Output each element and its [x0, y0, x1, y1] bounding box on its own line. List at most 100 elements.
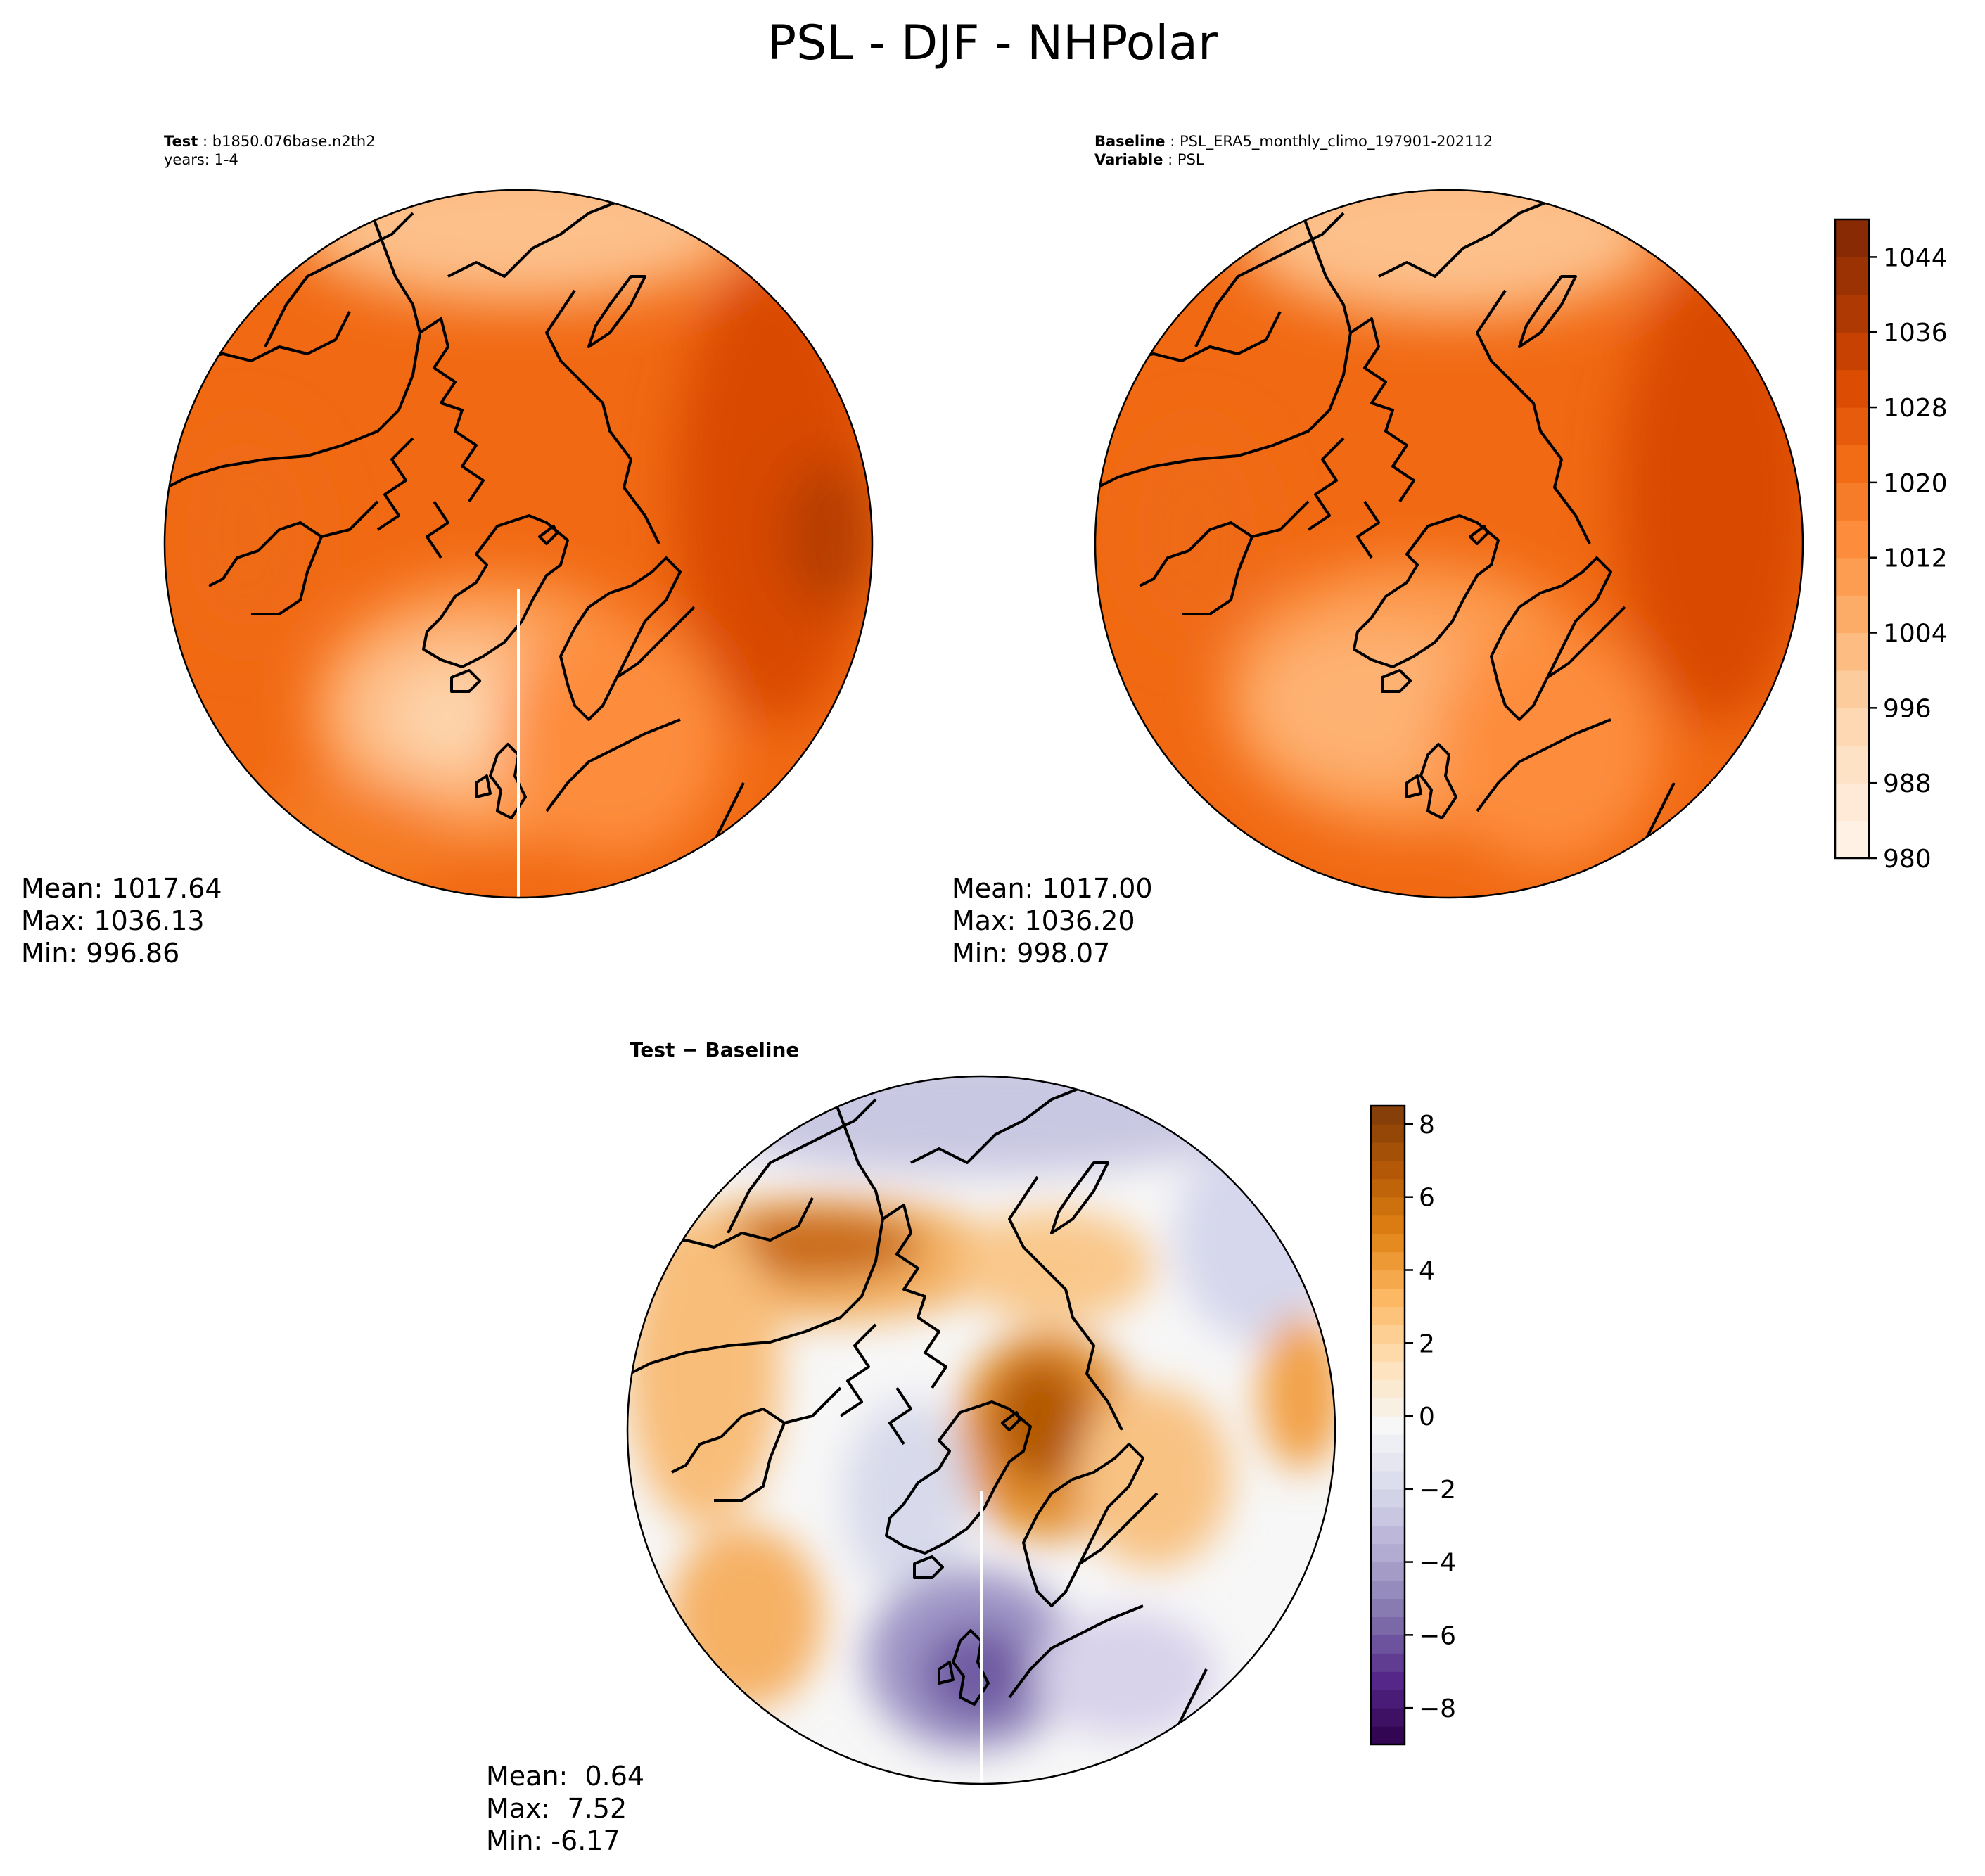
colorbar-band [1835, 745, 1869, 784]
colorbar-band [1371, 1470, 1405, 1490]
colorbar-band [1835, 820, 1869, 859]
diff-stats: Mean: 0.64 Max: 7.52 Min: -6.17 [486, 1760, 644, 1857]
colorbar-band [1371, 1525, 1405, 1545]
colorbar-band [1371, 1160, 1405, 1180]
diff-title: Test − Baseline [630, 1038, 800, 1061]
colorbar-band [1371, 1306, 1405, 1325]
test-max: Max: 1036.13 [21, 905, 205, 936]
colorbar-band [1371, 1123, 1405, 1143]
colorbar-band [1371, 1398, 1405, 1417]
colorbar-band [1371, 1379, 1405, 1398]
colorbar-band [1371, 1452, 1405, 1472]
psl-colorbar: 980 988 996 1004 1012 1020 1028 1036 1044 [1834, 218, 1948, 874]
colorbar-band [1371, 1488, 1405, 1508]
colorbar-band [1371, 1543, 1405, 1563]
diff-map [626, 1075, 1336, 1785]
colorbar-band [1371, 1251, 1405, 1271]
colorbar-band [1371, 1233, 1405, 1253]
colorbar-band [1371, 1434, 1405, 1453]
baseline-map [1094, 189, 1804, 899]
colorbar-band [1835, 445, 1869, 483]
colorbar-tick-label: 1044 [1883, 243, 1948, 272]
colorbar-tick-label: 0 [1419, 1403, 1435, 1431]
colorbar-band [1371, 1562, 1405, 1581]
colorbar-band [1371, 1215, 1405, 1234]
colorbar-tick-label: −2 [1419, 1476, 1456, 1505]
figure-title: PSL - DJF - NHPolar [767, 15, 1218, 71]
colorbar-band [1835, 407, 1869, 446]
test-case-line: Test : b1850.076base.n2th2 [164, 133, 376, 150]
diff-mean: Mean: 0.64 [486, 1761, 645, 1792]
colorbar-band [1371, 1343, 1405, 1362]
colorbar-band [1371, 1361, 1405, 1380]
colorbar-band [1835, 632, 1869, 671]
colorbar-band [1835, 670, 1869, 708]
test-years-line: years: 1-4 [164, 151, 238, 168]
colorbar-band [1371, 1671, 1405, 1690]
colorbar-band [1371, 1288, 1405, 1307]
diff-map-border [626, 1075, 1336, 1785]
test-meta: Test : b1850.076base.n2th2 years: 1-4 [164, 132, 376, 169]
colorbar-band [1371, 1635, 1405, 1654]
baseline-map-border [1094, 189, 1804, 899]
colorbar-band [1371, 1653, 1405, 1672]
colorbar-band [1835, 520, 1869, 559]
colorbar-tick-label: −6 [1419, 1621, 1456, 1650]
colorbar-band [1371, 1142, 1405, 1161]
baseline-meta: Baseline : PSL_ERA5_monthly_climo_197901… [1094, 132, 1493, 169]
colorbar-tick-label: 4 [1419, 1256, 1435, 1285]
colorbar-band [1371, 1726, 1405, 1745]
test-map-border [163, 189, 874, 899]
diff-min: Min: -6.17 [486, 1825, 620, 1856]
colorbar-tick-label: 6 [1419, 1184, 1435, 1213]
colorbar-band [1835, 294, 1869, 333]
baseline-max: Max: 1036.20 [952, 905, 1135, 936]
colorbar-band [1371, 1507, 1405, 1526]
colorbar-band [1835, 482, 1869, 521]
colorbar-band [1371, 1580, 1405, 1600]
baseline-stats: Mean: 1017.00 Max: 1036.20 Min: 998.07 [952, 872, 1153, 969]
colorbar-band [1835, 708, 1869, 746]
colorbar-tick-label: 1020 [1883, 469, 1948, 498]
colorbar-band [1371, 1178, 1405, 1198]
colorbar-band [1835, 257, 1869, 295]
diff-colorbar: −8 −6 −4 −2 0 2 4 6 8 [1370, 1104, 1456, 1746]
colorbar-tick-label: 8 [1419, 1111, 1435, 1140]
baseline-mean: Mean: 1017.00 [952, 873, 1153, 904]
colorbar-frame [1834, 218, 1870, 860]
colorbar-band [1835, 595, 1869, 634]
colorbar-tick-label: 988 [1883, 770, 1932, 798]
diff-max: Max: 7.52 [486, 1793, 627, 1824]
colorbar-tick-label: −4 [1419, 1549, 1456, 1578]
colorbar-tick-label: 980 [1883, 845, 1932, 874]
colorbar-tick-label: 1036 [1883, 319, 1948, 347]
test-stats: Mean: 1017.64 Max: 1036.13 Min: 996.86 [21, 872, 222, 969]
colorbar-tick-label: 996 [1883, 694, 1932, 723]
colorbar-band [1371, 1598, 1405, 1617]
colorbar-band [1371, 1416, 1405, 1435]
baseline-case-line: Baseline : PSL_ERA5_monthly_climo_197901… [1094, 133, 1493, 150]
colorbar-band [1835, 783, 1869, 822]
colorbar-tick-label: 2 [1419, 1329, 1435, 1358]
baseline-variable-line: Variable : PSL [1094, 151, 1204, 168]
baseline-min: Min: 998.07 [952, 938, 1111, 969]
colorbar-band [1371, 1708, 1405, 1727]
test-min: Min: 996.86 [21, 938, 180, 969]
colorbar-tick-label: −8 [1419, 1695, 1456, 1723]
colorbar-band [1835, 219, 1869, 258]
colorbar-band [1371, 1690, 1405, 1709]
colorbar-band [1371, 1106, 1405, 1125]
colorbar-band [1371, 1197, 1405, 1216]
colorbar-frame [1370, 1104, 1406, 1746]
test-mean: Mean: 1017.64 [21, 873, 222, 904]
colorbar-band [1371, 1325, 1405, 1344]
colorbar-band [1835, 332, 1869, 371]
colorbar-tick-label: 1012 [1883, 544, 1948, 573]
colorbar-band [1371, 1270, 1405, 1289]
colorbar-tick-label: 1028 [1883, 394, 1948, 423]
colorbar-band [1835, 369, 1869, 408]
colorbar-band [1371, 1616, 1405, 1635]
colorbar-tick-label: 1004 [1883, 620, 1948, 649]
test-map [163, 189, 874, 899]
